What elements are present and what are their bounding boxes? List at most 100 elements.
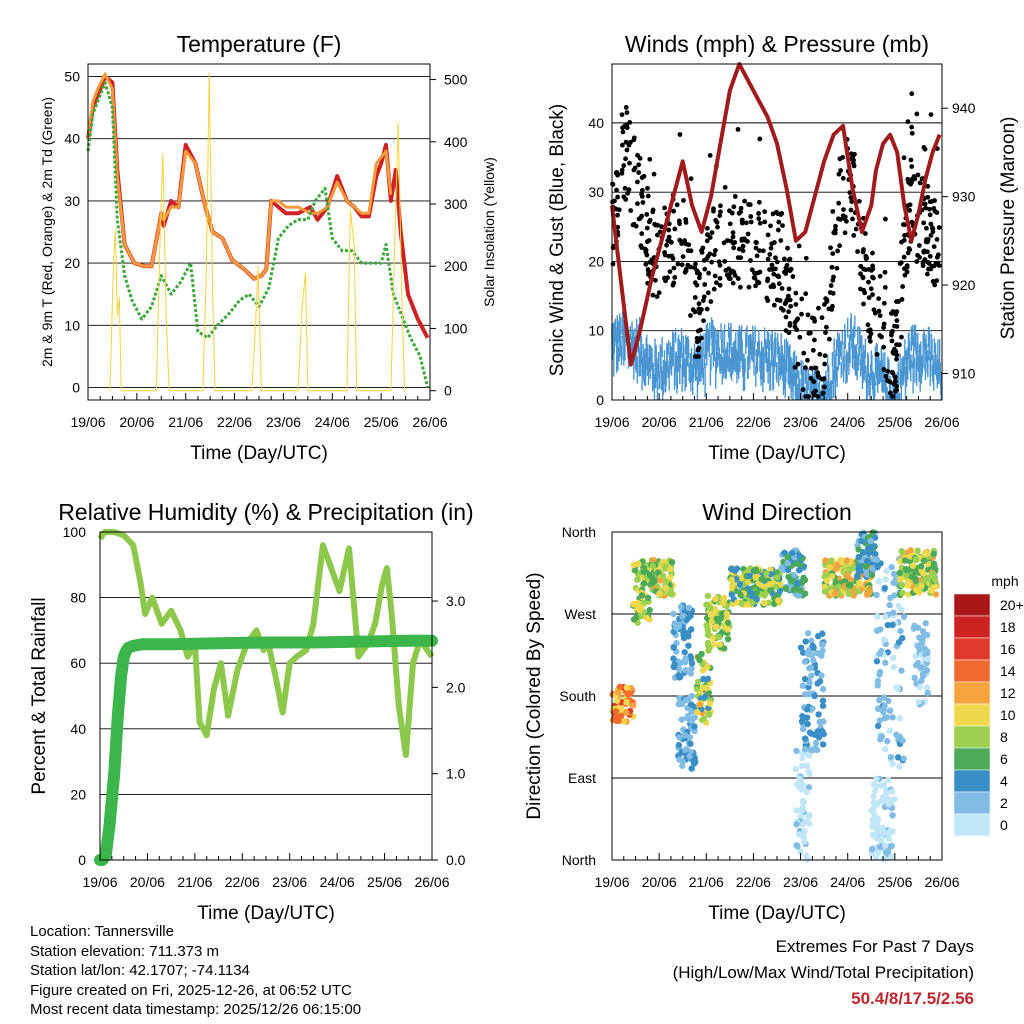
direction-point: [799, 754, 806, 762]
gust-point: [905, 203, 911, 208]
gust-point: [699, 307, 704, 312]
gust-point: [682, 238, 687, 244]
direction-point: [870, 793, 877, 800]
direction-point: [728, 584, 736, 591]
direction-point: [667, 587, 674, 594]
gust-point: [936, 263, 942, 268]
temp-y-tick-label: 50: [64, 68, 80, 84]
gust-point: [928, 221, 934, 227]
humidity-y-tick-label: 80: [70, 590, 86, 606]
gust-point: [667, 269, 673, 275]
direction-point: [662, 584, 670, 592]
gust-point: [662, 250, 668, 255]
direction-point: [676, 734, 683, 741]
direction-point: [884, 738, 891, 745]
direction-legend-swatch: [953, 769, 991, 793]
direction-point: [876, 717, 884, 724]
direction-point: [738, 600, 746, 607]
direction-point: [753, 595, 760, 603]
direction-point: [827, 557, 835, 565]
gust-point: [768, 223, 773, 229]
direction-point: [930, 561, 938, 568]
gust-point: [819, 376, 825, 382]
gust-point: [672, 275, 678, 280]
direction-point: [623, 684, 631, 691]
gust-point: [934, 254, 940, 260]
gust-point: [686, 242, 692, 248]
direction-point: [873, 801, 881, 808]
winds-y2-axis-label: Station Pressure (Maroon): [998, 117, 1019, 340]
direction-legend-swatch: [953, 725, 991, 749]
gust-point: [856, 198, 862, 204]
gust-point: [808, 375, 814, 381]
direction-legend-title: mph: [991, 573, 1018, 589]
gust-point: [822, 384, 827, 390]
direction-point: [720, 599, 727, 607]
direction-point: [616, 683, 623, 691]
direction-point: [875, 849, 882, 856]
gust-point: [674, 202, 680, 208]
direction-point: [920, 570, 927, 577]
winds-x-tick-label: 23/06: [783, 414, 818, 430]
gust-point: [721, 240, 727, 246]
gust-point: [700, 245, 706, 251]
direction-point: [686, 753, 693, 760]
gust-point: [707, 235, 713, 240]
gust-point: [680, 254, 686, 260]
direction-point: [880, 829, 888, 836]
gust-point: [923, 205, 928, 211]
direction-point: [676, 756, 683, 763]
gust-point: [730, 280, 736, 286]
direction-y-tick-label: North: [562, 852, 596, 868]
gust-point: [894, 342, 899, 348]
direction-point: [788, 549, 796, 557]
gust-point: [921, 220, 927, 226]
direction-point: [698, 650, 705, 658]
direction-point: [869, 816, 876, 824]
direction-point: [889, 714, 896, 721]
direction-point: [819, 702, 827, 710]
direction-point: [923, 684, 931, 692]
direction-point: [800, 833, 807, 841]
direction-point: [917, 664, 925, 672]
humidity-y2-tick-label: 0.0: [446, 852, 466, 868]
gust-point: [731, 204, 737, 210]
gust-point: [646, 219, 652, 225]
gust-point: [631, 167, 637, 173]
direction-point: [899, 737, 906, 744]
direction-point: [815, 711, 822, 718]
direction-point: [723, 610, 730, 617]
gust-point: [740, 243, 746, 249]
direction-point: [620, 718, 627, 725]
gust-point: [892, 323, 897, 329]
gust-point: [643, 247, 649, 253]
direction-point: [804, 720, 811, 728]
direction-point: [898, 606, 905, 614]
temp-y-axis-label: 2m & 9m T (Red, Orange) & 2m Td (Green): [39, 97, 55, 367]
direction-point: [908, 573, 916, 580]
direction-point: [906, 557, 914, 565]
winds-pressure-series: [610, 62, 942, 367]
gust-point: [769, 267, 775, 272]
gust-point: [928, 112, 934, 118]
direction-point: [916, 684, 924, 691]
direction-point: [914, 624, 922, 631]
gust-point: [786, 286, 792, 292]
temp-y-tick-label: 20: [64, 255, 80, 271]
gust-point: [894, 318, 900, 323]
direction-point: [802, 691, 809, 698]
gust-point: [717, 213, 723, 218]
direction-point: [868, 845, 876, 853]
direction-point: [930, 550, 937, 558]
direction-point: [737, 591, 744, 599]
gust-point: [800, 387, 806, 393]
gust-point: [901, 222, 907, 228]
humidity-x-tick-label: 21/06: [177, 874, 212, 890]
direction-point: [671, 661, 678, 668]
gust-point: [784, 297, 790, 303]
gust-point: [615, 212, 620, 218]
direction-point: [912, 662, 920, 669]
direction-point: [799, 798, 807, 805]
gust-point: [644, 212, 650, 217]
direction-point: [799, 781, 806, 788]
